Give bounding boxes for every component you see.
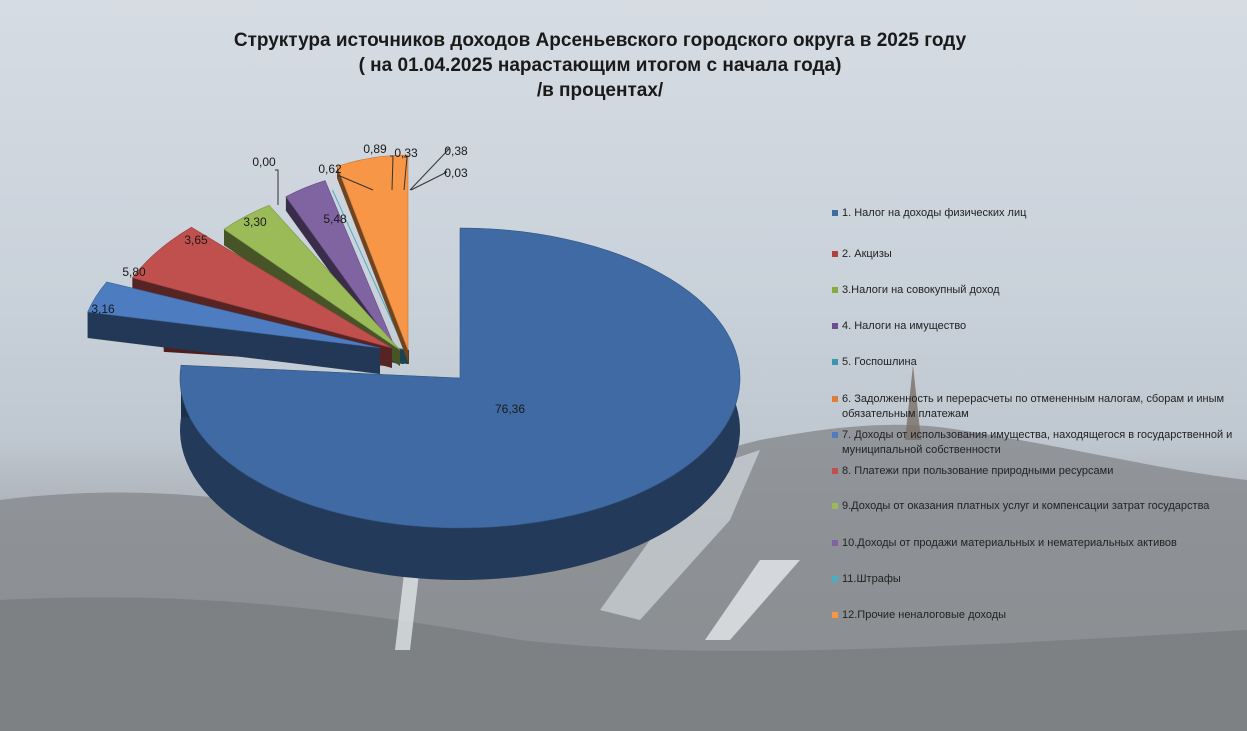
data-label-8: 5,80 <box>122 265 146 279</box>
legend-label: 12.Прочие неналоговые доходы <box>842 609 1007 621</box>
chart-title-line-2: ( на 01.04.2025 нарастающим итогом с нач… <box>358 55 842 76</box>
legend-label: 2. Акцизы <box>842 248 892 260</box>
pie-slice-7 <box>87 281 381 374</box>
legend-swatch <box>832 540 838 546</box>
chart-title: Структура источников доходов Арсеньевско… <box>150 28 1050 103</box>
legend-item-12: 12.Прочие неналоговые доходы <box>832 608 1242 623</box>
pie-slice-12 <box>336 154 409 362</box>
data-label-3: 0,89 <box>363 142 387 156</box>
legend-swatch <box>832 396 838 402</box>
legend-swatch <box>832 210 838 216</box>
legend-label: 7. Доходы от использования имущества, на… <box>842 429 1233 456</box>
data-label-12: 5,48 <box>323 212 347 226</box>
data-label-1: 76,36 <box>495 402 525 416</box>
leader-line-5 <box>409 148 451 191</box>
legend-label: 10.Доходы от продажи материальных и нема… <box>842 537 1177 549</box>
leader-line-3 <box>390 155 394 191</box>
data-label-11: 0,00 <box>252 155 276 169</box>
legend-item-4: 4. Налоги на имущество <box>832 319 1242 334</box>
data-label-4: 0,33 <box>394 146 418 160</box>
data-label-2: 0,62 <box>318 162 342 176</box>
legend-item-7: 7. Доходы от использования имущества, на… <box>832 428 1242 458</box>
legend-item-6: 6. Задолженность и перерасчеты по отмене… <box>832 392 1242 422</box>
legend-item-8: 8. Платежи при пользование природными ре… <box>832 464 1242 479</box>
pie-slice-1 <box>179 227 741 580</box>
data-label-5: 0,38 <box>444 144 468 158</box>
legend-swatch <box>832 251 838 257</box>
leader-line-6 <box>410 171 448 191</box>
chart-title-line-3: /в процентах/ <box>536 80 664 101</box>
legend-label: 4. Налоги на имущество <box>842 320 967 332</box>
legend-item-5: 5. Госпошлина <box>832 355 1242 370</box>
legend-item-2: 2. Акцизы <box>832 247 1242 262</box>
pie-slice-11 <box>331 189 406 351</box>
legend-item-10: 10.Доходы от продажи материальных и нема… <box>832 536 1242 551</box>
legend-swatch <box>832 432 838 438</box>
legend-swatch <box>832 323 838 329</box>
legend-item-9: 9.Доходы от оказания платных услуг и ком… <box>832 499 1242 514</box>
data-label-7: 3,16 <box>91 302 115 316</box>
legend-label: 3.Налоги на совокупный доход <box>842 284 1000 296</box>
legend-label: 5. Госпошлина <box>842 356 917 368</box>
legend-swatch <box>832 576 838 582</box>
legend-swatch <box>832 503 838 509</box>
chart-title-line-1: Структура источников доходов Арсеньевско… <box>233 30 967 51</box>
legend-item-11: 11.Штрафы <box>832 572 1242 587</box>
legend-swatch <box>832 612 838 618</box>
data-label-9: 3,65 <box>184 233 208 247</box>
leader-line-4 <box>403 156 408 191</box>
legend-swatch <box>832 468 838 474</box>
legend-label: 1. Налог на доходы физических лиц <box>842 207 1027 219</box>
legend-label: 8. Платежи при пользование природными ре… <box>842 465 1114 477</box>
data-label-6: 0,03 <box>444 166 468 180</box>
leader-line-11 <box>275 169 279 205</box>
leader-line-2 <box>337 175 374 191</box>
legend-swatch <box>832 359 838 365</box>
data-label-10: 3,30 <box>243 215 267 229</box>
legend-label: 9.Доходы от оказания платных услуг и ком… <box>842 500 1210 512</box>
legend-swatch <box>832 287 838 293</box>
legend-label: 11.Штрафы <box>842 573 901 585</box>
legend-item-3: 3.Налоги на совокупный доход <box>832 283 1242 298</box>
legend-item-1: 1. Налог на доходы физических лиц <box>832 206 1242 221</box>
legend-label: 6. Задолженность и перерасчеты по отмене… <box>842 393 1225 420</box>
